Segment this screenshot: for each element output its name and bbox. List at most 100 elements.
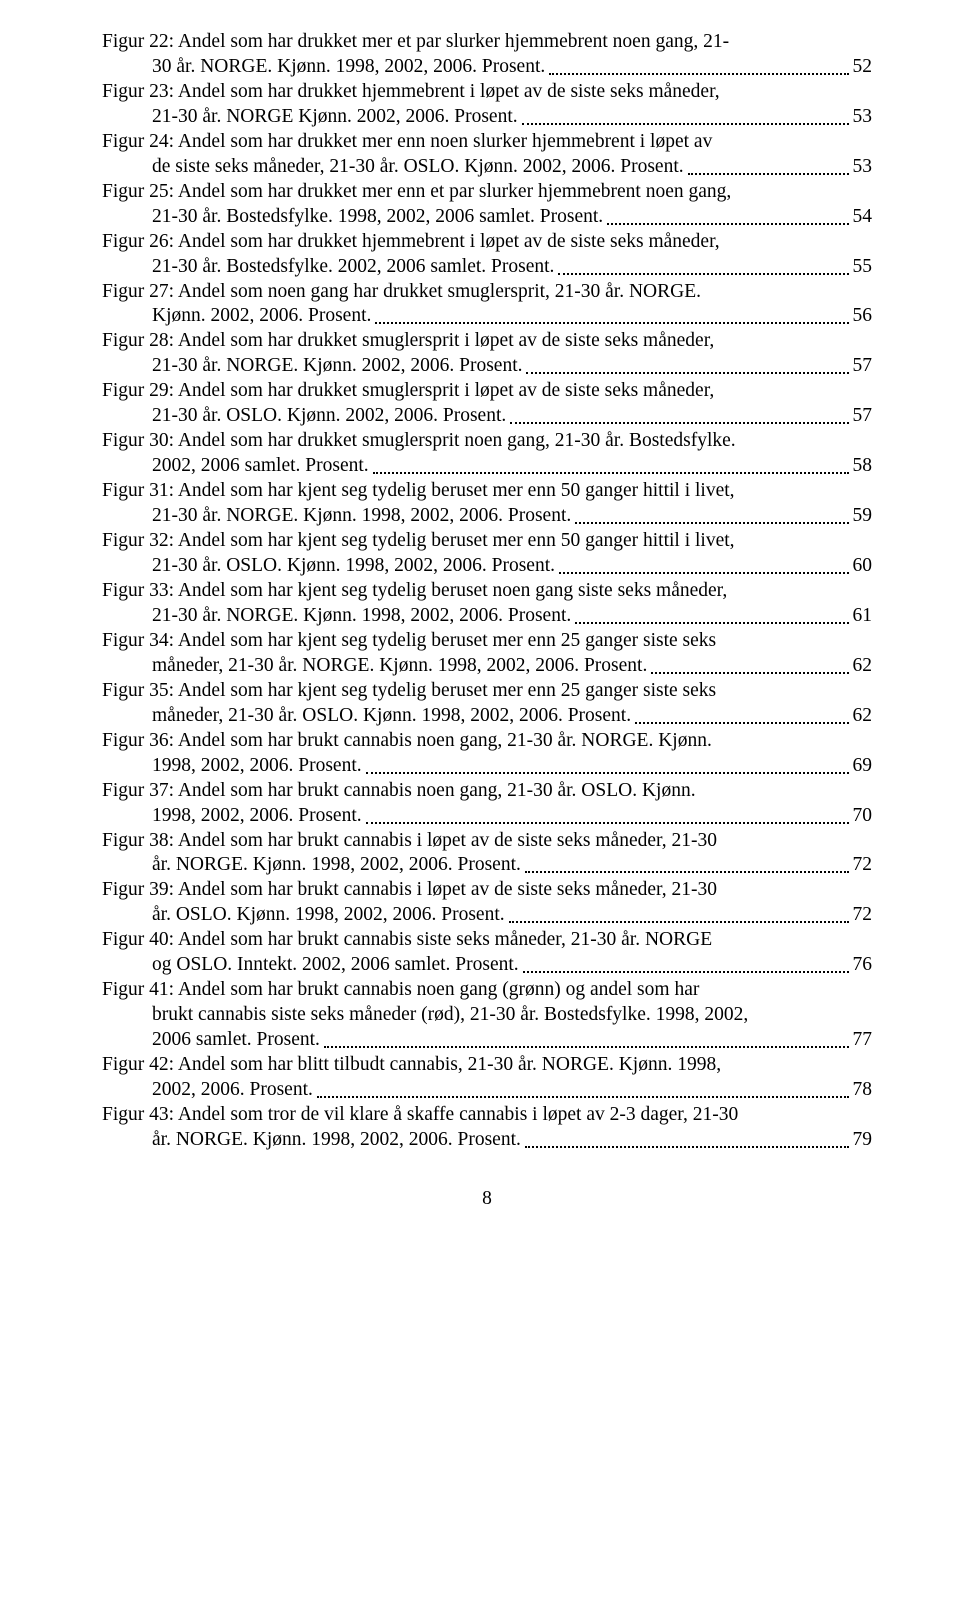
toc-entry-text: Figur 32: Andel som har kjent seg tydeli… <box>102 529 872 554</box>
toc-entry: Figur 41: Andel som har brukt cannabis n… <box>102 978 872 1053</box>
toc-entry-lastline: 21-30 år. OSLO. Kjønn. 2002, 2006. Prose… <box>102 404 872 429</box>
toc-entry-lastline: 2002, 2006. Prosent. 78 <box>102 1078 872 1103</box>
toc-entry-text: Figur 36: Andel som har brukt cannabis n… <box>102 729 872 754</box>
toc-entry-last-text: 30 år. NORGE. Kjønn. 1998, 2002, 2006. P… <box>152 55 545 80</box>
toc-entry-page: 72 <box>853 903 873 928</box>
toc-entry-page: 58 <box>853 454 873 479</box>
toc-entry-page: 72 <box>853 853 873 878</box>
toc-entry-last-text: år. NORGE. Kjønn. 1998, 2002, 2006. Pros… <box>152 853 521 878</box>
dot-leader <box>688 155 849 175</box>
toc-entry-text: Figur 43: Andel som tror de vil klare å … <box>102 1103 872 1128</box>
toc-entry-text: Figur 27: Andel som noen gang har drukke… <box>102 280 872 305</box>
toc-entry: Figur 23: Andel som har drukket hjemmebr… <box>102 80 872 130</box>
dot-leader <box>558 255 848 275</box>
toc-entry-page: 78 <box>853 1078 873 1103</box>
toc-entry-page: 59 <box>853 504 873 529</box>
toc-entry-page: 62 <box>853 704 873 729</box>
toc-entry-text: Figur 26: Andel som har drukket hjemmebr… <box>102 230 872 255</box>
toc-entry-last-text: 21-30 år. NORGE. Kjønn. 2002, 2006. Pros… <box>152 354 522 379</box>
toc-entry-last-text: de siste seks måneder, 21-30 år. OSLO. K… <box>152 155 684 180</box>
dot-leader <box>375 305 848 325</box>
toc-entry-text: Figur 24: Andel som har drukket mer enn … <box>102 130 872 155</box>
toc-entry-lastline: 21-30 år. NORGE. Kjønn. 1998, 2002, 2006… <box>102 604 872 629</box>
dot-leader <box>526 355 848 375</box>
toc-entry: Figur 40: Andel som har brukt cannabis s… <box>102 928 872 978</box>
toc-entry-lastline: 21-30 år. Bostedsfylke. 2002, 2006 samle… <box>102 255 872 280</box>
toc-entry-lastline: 21-30 år. NORGE. Kjønn. 2002, 2006. Pros… <box>102 354 872 379</box>
dot-leader <box>549 55 848 75</box>
toc-entry-last-text: 21-30 år. OSLO. Kjønn. 2002, 2006. Prose… <box>152 404 506 429</box>
toc-entry: Figur 37: Andel som har brukt cannabis n… <box>102 779 872 829</box>
dot-leader <box>317 1078 849 1098</box>
toc-entry-page: 62 <box>853 654 873 679</box>
toc-entry-lastline: 21-30 år. Bostedsfylke. 1998, 2002, 2006… <box>102 205 872 230</box>
toc-entry: Figur 35: Andel som har kjent seg tydeli… <box>102 679 872 729</box>
dot-leader <box>366 754 849 774</box>
toc-entry-last-text: 1998, 2002, 2006. Prosent. <box>152 804 362 829</box>
toc-entry-text: brukt cannabis siste seks måneder (rød),… <box>102 1003 872 1028</box>
toc-entry-last-text: 2002, 2006 samlet. Prosent. <box>152 454 369 479</box>
toc-entry-text: Figur 40: Andel som har brukt cannabis s… <box>102 928 872 953</box>
toc-entry-text: Figur 22: Andel som har drukket mer et p… <box>102 30 872 55</box>
toc-entry: Figur 42: Andel som har blitt tilbudt ca… <box>102 1053 872 1103</box>
toc-entry: Figur 24: Andel som har drukket mer enn … <box>102 130 872 180</box>
toc-entry-last-text: 2002, 2006. Prosent. <box>152 1078 313 1103</box>
dot-leader <box>575 604 848 624</box>
toc-entry-last-text: 1998, 2002, 2006. Prosent. <box>152 754 362 779</box>
toc-entry-lastline: 21-30 år. NORGE Kjønn. 2002, 2006. Prose… <box>102 105 872 130</box>
toc-entry: Figur 38: Andel som har brukt cannabis i… <box>102 829 872 879</box>
toc-entry-page: 61 <box>853 604 873 629</box>
toc-entry-lastline: 30 år. NORGE. Kjønn. 1998, 2002, 2006. P… <box>102 55 872 80</box>
toc-entry-page: 57 <box>853 404 873 429</box>
dot-leader <box>635 704 848 724</box>
toc-entry-last-text: 21-30 år. NORGE Kjønn. 2002, 2006. Prose… <box>152 105 518 130</box>
toc-entry-last-text: måneder, 21-30 år. OSLO. Kjønn. 1998, 20… <box>152 704 631 729</box>
toc-entry-lastline: de siste seks måneder, 21-30 år. OSLO. K… <box>102 155 872 180</box>
toc-entry: Figur 26: Andel som har drukket hjemmebr… <box>102 230 872 280</box>
toc-entry-lastline: år. OSLO. Kjønn. 1998, 2002, 2006. Prose… <box>102 903 872 928</box>
toc-entry-page: 76 <box>853 953 873 978</box>
toc-entry-last-text: år. OSLO. Kjønn. 1998, 2002, 2006. Prose… <box>152 903 505 928</box>
toc-entry-lastline: år. NORGE. Kjønn. 1998, 2002, 2006. Pros… <box>102 853 872 878</box>
dot-leader <box>366 804 849 824</box>
toc-entry-last-text: 21-30 år. Bostedsfylke. 1998, 2002, 2006… <box>152 205 603 230</box>
dot-leader <box>525 854 849 874</box>
toc-entry: Figur 31: Andel som har kjent seg tydeli… <box>102 479 872 529</box>
toc-entry-page: 54 <box>853 205 873 230</box>
toc-entry-last-text: Kjønn. 2002, 2006. Prosent. <box>152 304 371 329</box>
toc-entry-text: Figur 23: Andel som har drukket hjemmebr… <box>102 80 872 105</box>
dot-leader <box>559 554 849 574</box>
page-number: 8 <box>482 1188 492 1209</box>
toc-entry-last-text: måneder, 21-30 år. NORGE. Kjønn. 1998, 2… <box>152 654 647 679</box>
toc-entry-last-text: 21-30 år. NORGE. Kjønn. 1998, 2002, 2006… <box>152 604 571 629</box>
toc-entry-text: Figur 29: Andel som har drukket smuglers… <box>102 379 872 404</box>
toc-entry-page: 77 <box>853 1028 873 1053</box>
toc-entry-text: Figur 38: Andel som har brukt cannabis i… <box>102 829 872 854</box>
toc-entry-last-text: 21-30 år. Bostedsfylke. 2002, 2006 samle… <box>152 255 554 280</box>
toc-entry: Figur 32: Andel som har kjent seg tydeli… <box>102 529 872 579</box>
toc-entry: Figur 39: Andel som har brukt cannabis i… <box>102 878 872 928</box>
toc-entry-text: Figur 25: Andel som har drukket mer enn … <box>102 180 872 205</box>
dot-leader <box>523 954 849 974</box>
toc-entry-last-text: 2006 samlet. Prosent. <box>152 1028 320 1053</box>
toc-entry-page: 79 <box>853 1128 873 1153</box>
toc-entry: Figur 30: Andel som har drukket smuglers… <box>102 429 872 479</box>
toc-entry-page: 70 <box>853 804 873 829</box>
toc-entry-text: Figur 39: Andel som har brukt cannabis i… <box>102 878 872 903</box>
toc-entry-text: Figur 37: Andel som har brukt cannabis n… <box>102 779 872 804</box>
toc-entry-text: Figur 31: Andel som har kjent seg tydeli… <box>102 479 872 504</box>
toc-entry-last-text: 21-30 år. OSLO. Kjønn. 1998, 2002, 2006.… <box>152 554 555 579</box>
dot-leader <box>607 205 848 225</box>
toc-entry-page: 53 <box>853 105 873 130</box>
toc-entry-page: 53 <box>853 155 873 180</box>
toc-entry: Figur 25: Andel som har drukket mer enn … <box>102 180 872 230</box>
toc-entry-text: Figur 33: Andel som har kjent seg tydeli… <box>102 579 872 604</box>
toc-entry-lastline: 1998, 2002, 2006. Prosent.69 <box>102 754 872 779</box>
toc-entry: Figur 22: Andel som har drukket mer et p… <box>102 30 872 80</box>
dot-leader <box>522 105 849 125</box>
toc-entry-lastline: Kjønn. 2002, 2006. Prosent.56 <box>102 304 872 329</box>
toc-entry-lastline: 21-30 år. OSLO. Kjønn. 1998, 2002, 2006.… <box>102 554 872 579</box>
toc-entry-last-text: 21-30 år. NORGE. Kjønn. 1998, 2002, 2006… <box>152 504 571 529</box>
toc-entry-lastline: måneder, 21-30 år. NORGE. Kjønn. 1998, 2… <box>102 654 872 679</box>
toc-entry-text: Figur 35: Andel som har kjent seg tydeli… <box>102 679 872 704</box>
